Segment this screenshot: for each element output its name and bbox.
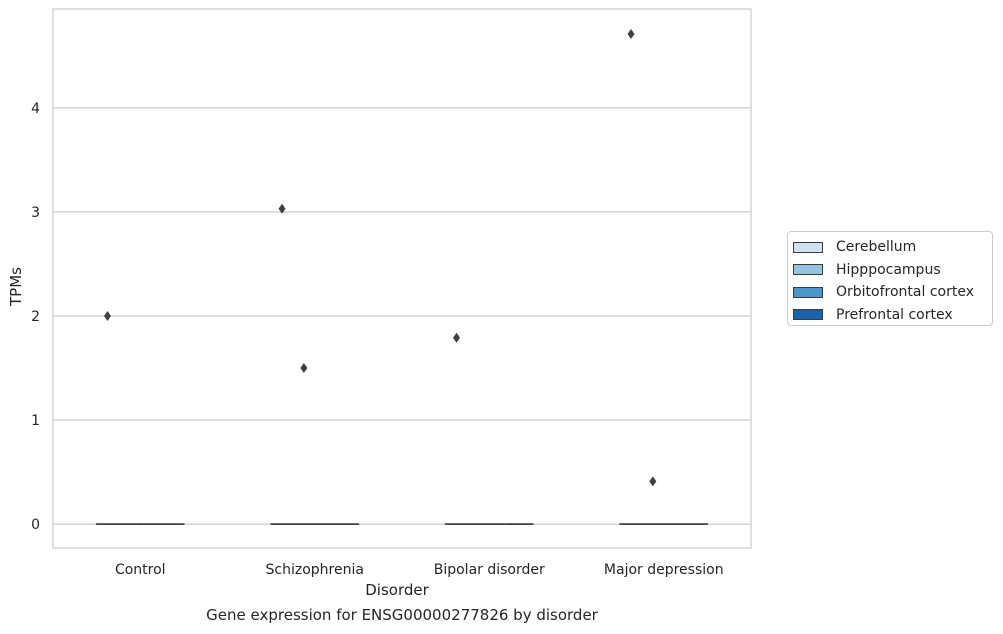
legend-item: Hipppocampus [788,259,992,282]
outlier-point [453,332,461,343]
y-tick-label: 4 [31,101,40,117]
y-tick-label: 0 [31,517,40,533]
x-tick-label: Bipolar disorder [434,562,545,578]
x-tick-label: Schizophrenia [266,562,364,578]
plot-area-frame [52,8,752,549]
outlier-point [300,362,308,373]
y-tick-label: 2 [31,309,40,325]
legend-label: Hipppocampus [836,261,941,278]
y-tick-labels: 0 1 2 3 4 [31,101,40,533]
legend-swatch [793,286,823,298]
legend-label: Cerebellum [836,239,917,256]
legend-label: Orbitofrontal cortex [836,284,974,301]
legend-label: Prefrontal cortex [836,306,953,323]
legend-item: Prefrontal cortex [788,304,992,327]
legend-item: Cerebellum [788,236,992,259]
grid-lines [53,107,751,525]
y-tick-label: 3 [31,205,40,221]
legend-item: Orbitofrontal cortex [788,281,992,304]
y-axis-label: TPMs [7,267,25,307]
legend-swatch [793,264,823,276]
x-axis-label: Disorder [365,581,429,599]
outlier-point [649,476,657,487]
chart-marks [95,28,709,525]
y-tick-label: 1 [31,413,40,429]
outlier-point [278,203,286,214]
x-tick-label: Major depression [604,562,724,578]
outlier-point [627,28,635,39]
legend-swatch [793,241,823,253]
chart-legend: Cerebellum Hipppocampus Orbitofrontal cort… [787,231,993,326]
legend-swatch [793,309,823,321]
outlier-point [104,310,112,321]
chart-title: Gene expression for ENSG00000277826 by d… [206,606,598,624]
x-tick-labels: Control Schizophrenia Bipolar disorder Majo… [115,562,724,578]
x-tick-label: Control [115,562,166,578]
